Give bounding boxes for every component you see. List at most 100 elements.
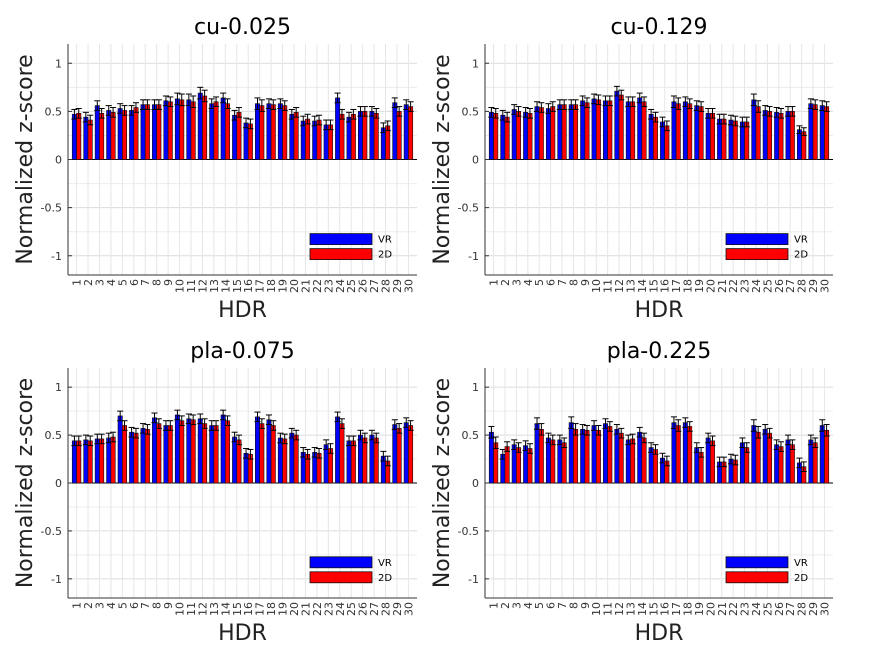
x-tick-label: 20 [704,602,717,616]
x-tick-label: 15 [231,602,244,616]
x-tick-label: 6 [545,279,558,286]
y-tick-label: -0.5 [41,202,62,215]
bar-2d-24 [755,431,761,484]
x-tick-label: 27 [784,602,797,616]
bar-2d-30 [824,429,830,484]
bar-2d-12 [618,94,624,160]
bar-vr-30 [403,104,409,160]
bar-2d-26 [362,111,368,160]
bar-vr-4 [106,110,112,160]
x-tick-label: 3 [510,602,523,609]
bar-vr-1 [71,113,77,160]
bar-2d-13 [213,101,219,160]
bar-vr-19 [277,437,283,484]
x-tick-label: 16 [659,602,672,616]
x-tick-label: 23 [739,279,752,293]
bar-2d-13 [213,425,219,484]
x-tick-label: 9 [579,279,592,286]
legend: VR 2D [725,556,808,584]
bar-vr-4 [523,112,529,160]
x-tick-label: 7 [556,279,569,286]
x-tick-label: 18 [265,279,278,293]
x-tick-label: 6 [545,602,558,609]
legend-label-2d: 2D [378,250,392,261]
bar-2d-23 [744,121,750,160]
bar-vr-18 [266,103,272,160]
bar-2d-8 [156,423,162,484]
y-tick-label: 1 [55,57,62,70]
bar-2d-20 [293,434,299,484]
bar-2d-12 [202,95,208,160]
bar-vr-3 [511,109,517,160]
x-tick-label: 5 [116,602,129,609]
x-tick-label: 2 [82,602,95,609]
bar-2d-29 [812,104,818,160]
x-tick-label: 11 [185,279,198,293]
x-tick-label: 17 [254,602,267,616]
bar-2d-6 [550,106,556,160]
bar-vr-20 [705,437,711,484]
bar-2d-19 [282,438,288,484]
bar-2d-30 [824,106,830,160]
bar-vr-29 [808,103,814,160]
bar-2d-11 [190,419,196,484]
bar-vr-10 [174,98,180,160]
y-tick-label: 0.5 [45,429,63,442]
bar-2d-24 [339,423,345,484]
bar-vr-8 [568,422,574,484]
bar-2d-17 [675,103,681,160]
bar-vr-5 [534,423,540,484]
bar-2d-9 [584,102,590,160]
x-tick-label: 9 [162,602,175,609]
x-tick-label: 12 [196,279,209,293]
bar-2d-7 [144,104,150,160]
x-tick-label: 9 [579,602,592,609]
bar-2d-29 [396,111,402,160]
x-tick-label: 29 [807,279,820,293]
legend: VR 2D [309,233,392,261]
x-tick-label: 23 [322,602,335,616]
legend-label-vr: VR [794,235,808,246]
bar-2d-30 [408,106,414,160]
bar-vr-2 [83,116,89,160]
x-tick-label: 27 [368,602,381,616]
x-tick-label: 18 [682,279,695,293]
legend-swatch-2d [725,248,789,261]
x-tick-label: 1 [488,279,501,286]
x-tick-label: 15 [231,279,244,293]
y-tick-label: -0.5 [458,202,479,215]
x-axis-label: HDR [635,621,684,646]
bar-2d-2 [87,119,93,160]
bar-vr-15 [648,113,654,160]
bar-2d-25 [767,111,773,160]
bar-2d-18 [270,425,276,484]
bar-vr-4 [106,437,112,484]
x-tick-label: 16 [659,279,672,293]
bar-2d-21 [721,118,727,160]
bar-vr-16 [660,121,666,160]
bar-vr-11 [603,423,608,484]
y-tick-label: -0.5 [41,525,62,538]
bar-2d-7 [561,442,567,484]
x-tick-label: 4 [522,279,535,286]
x-tick-label: 20 [704,279,717,293]
bar-2d-10 [179,420,185,484]
bar-vr-7 [140,428,146,484]
bar-vr-26 [357,111,363,160]
bar-vr-1 [488,431,494,484]
bar-2d-6 [133,107,139,160]
bar-2d-13 [630,438,636,484]
x-axis-label: HDR [218,621,267,646]
x-tick-label: 22 [727,279,740,293]
bar-2d-8 [573,429,579,484]
bar-vr-17 [255,416,260,484]
x-tick-label: 11 [602,279,615,293]
bar-vr-25 [762,429,768,484]
x-tick-label: 28 [796,279,809,293]
x-tick-label: 14 [636,602,649,616]
x-tick-label: 14 [219,279,232,293]
chart-title: pla-0.225 [607,339,711,364]
bar-vr-8 [152,417,157,484]
bar-2d-14 [641,437,647,484]
bar-vr-8 [152,104,157,160]
